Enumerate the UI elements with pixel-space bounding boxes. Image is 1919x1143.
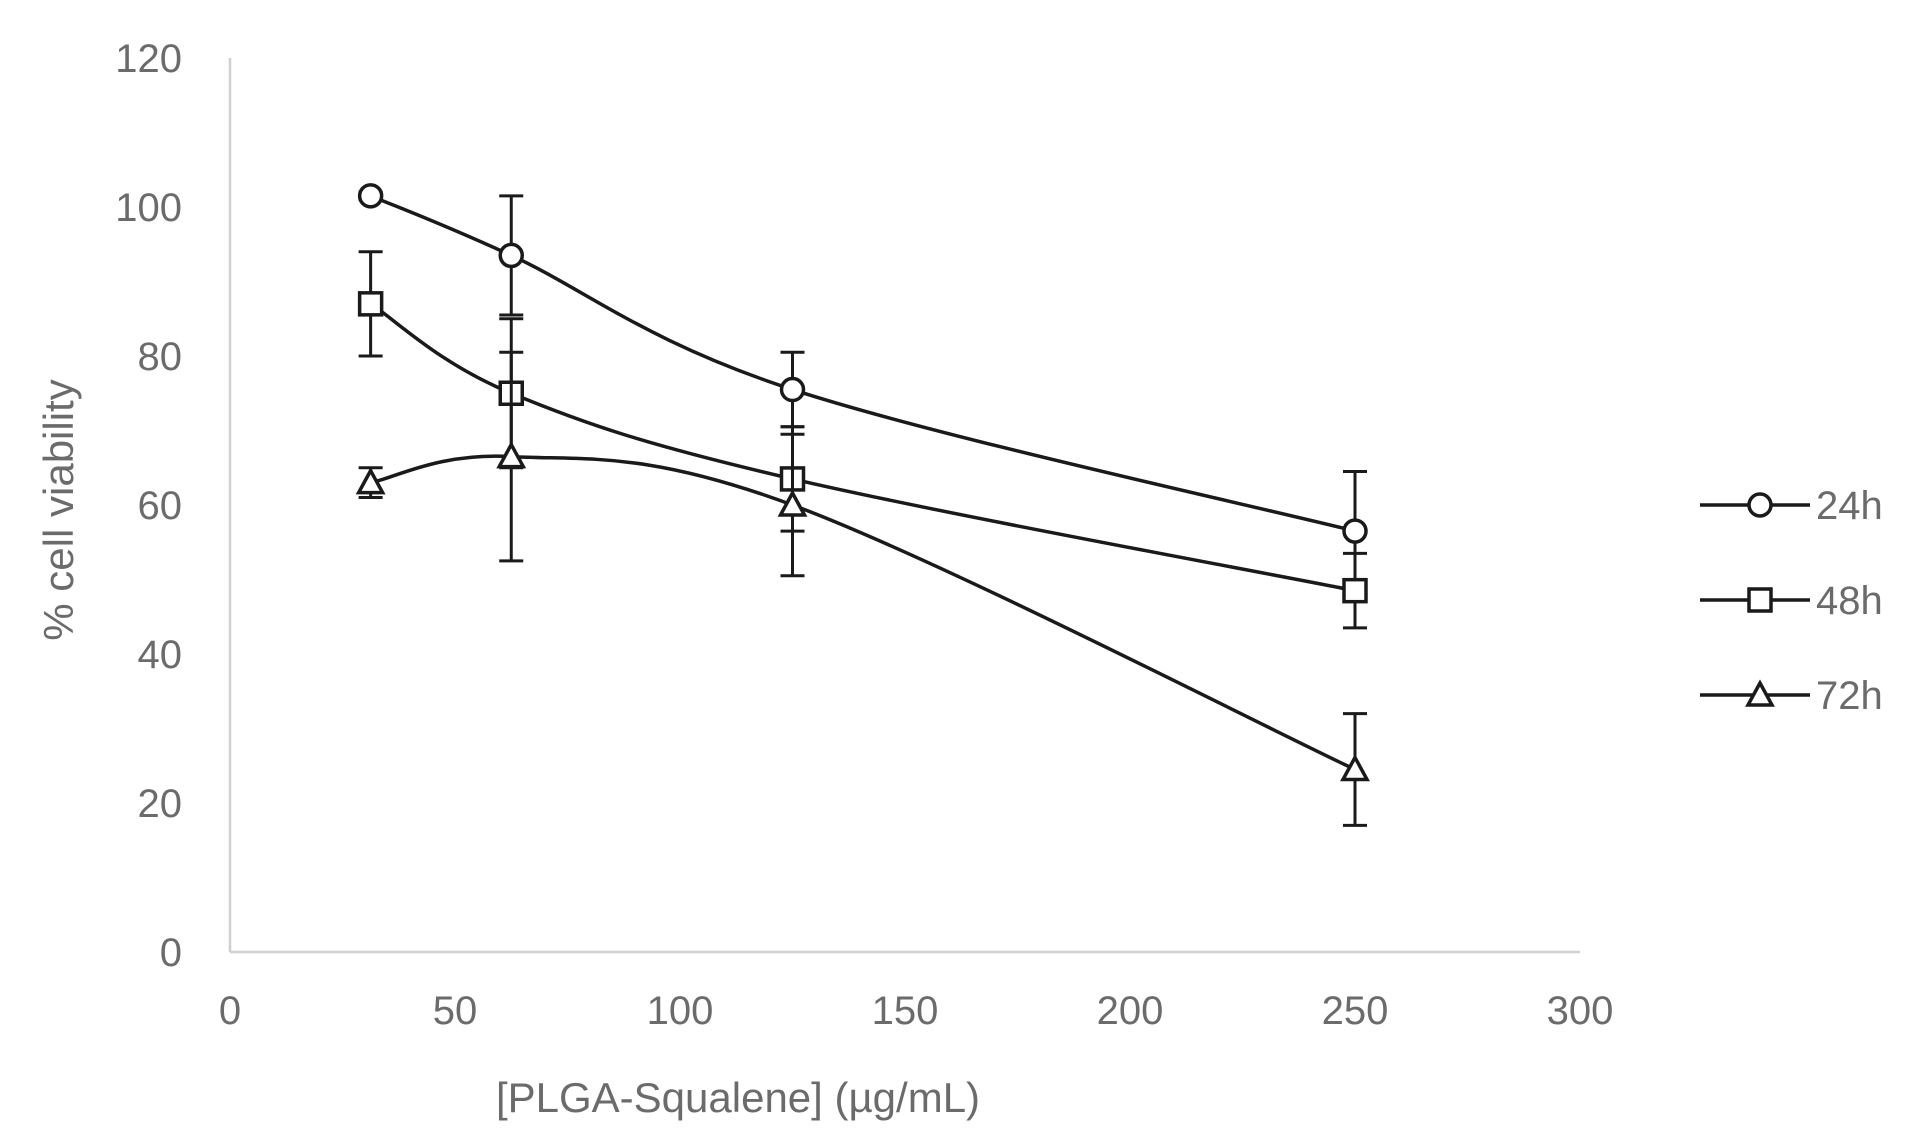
series-line-24h bbox=[369, 194, 1356, 533]
y-tick-label: 60 bbox=[138, 484, 183, 528]
data-point-48h bbox=[357, 291, 384, 317]
legend-label-24h: 24h bbox=[1816, 484, 1883, 528]
data-point-24h bbox=[498, 242, 524, 269]
legend-entry-72h: 72h bbox=[1700, 674, 1883, 718]
legend-marker-48h bbox=[1747, 587, 1773, 613]
legend: 24h 48h 72h bbox=[1700, 484, 1883, 718]
legend-marker-24h bbox=[1747, 492, 1773, 518]
data-point-48h bbox=[1342, 577, 1368, 604]
y-tick-label: 0 bbox=[160, 931, 182, 975]
data-point-72h bbox=[1340, 753, 1370, 782]
data-point-24h bbox=[357, 183, 384, 209]
legend-entry-24h: 24h bbox=[1700, 484, 1883, 528]
x-axis-title: [PLGA-Squalene] (µg/mL) bbox=[496, 1074, 980, 1121]
x-tick-label: 150 bbox=[872, 989, 939, 1033]
x-tick-label: 0 bbox=[219, 989, 241, 1033]
series-48h bbox=[357, 250, 1368, 630]
legend-label-48h: 48h bbox=[1816, 579, 1883, 623]
y-tick-label: 40 bbox=[138, 633, 183, 677]
x-tick-label: 50 bbox=[433, 989, 478, 1033]
y-tick-label: 80 bbox=[138, 335, 183, 379]
data-point-72h bbox=[777, 489, 808, 517]
series-line-72h bbox=[370, 454, 1356, 772]
legend-marker-72h bbox=[1745, 679, 1775, 707]
y-axis-title: % cell viability bbox=[35, 379, 82, 640]
data-point-72h bbox=[355, 466, 386, 495]
x-tick-label: 250 bbox=[1322, 989, 1389, 1033]
data-point-24h bbox=[1342, 518, 1368, 544]
y-tick-label: 20 bbox=[138, 782, 183, 826]
x-tick-label: 300 bbox=[1547, 989, 1614, 1033]
legend-entry-48h: 48h bbox=[1700, 579, 1883, 623]
series-line-48h bbox=[369, 302, 1356, 593]
axes: 0 20 40 60 80 100 120 0 50 100 150 200 250 300 bbox=[115, 37, 1613, 1033]
x-tick-label: 100 bbox=[647, 989, 714, 1033]
x-tick-label: 200 bbox=[1097, 989, 1164, 1033]
y-tick-label: 100 bbox=[115, 186, 182, 230]
data-point-72h bbox=[496, 440, 527, 469]
legend-label-72h: 72h bbox=[1816, 674, 1883, 718]
data-point-24h bbox=[779, 376, 806, 403]
series-layer bbox=[355, 183, 1370, 827]
series-72h bbox=[355, 350, 1370, 827]
y-tick-label: 120 bbox=[115, 37, 182, 81]
